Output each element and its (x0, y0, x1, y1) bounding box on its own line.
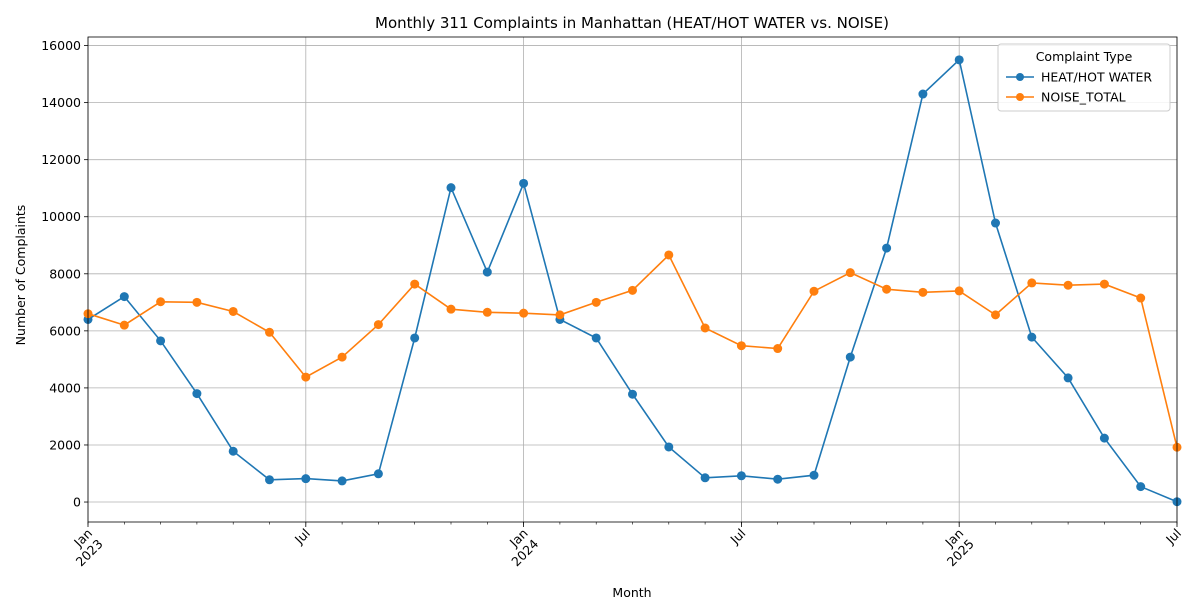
x-tick-month: Jul (1162, 526, 1184, 548)
data-point (410, 333, 420, 343)
data-point (991, 218, 1000, 228)
data-point (954, 286, 964, 296)
y-tick-label: 12000 (41, 152, 81, 167)
data-point (918, 89, 928, 99)
data-point (446, 183, 456, 193)
y-tick-label: 2000 (49, 437, 81, 452)
series-line (87, 253, 1178, 448)
data-point (809, 286, 819, 296)
data-point (1027, 332, 1037, 342)
x-tick-label: Jul (1162, 526, 1184, 548)
data-point (1099, 433, 1109, 443)
data-point (192, 389, 202, 399)
data-point (119, 292, 129, 302)
legend: Complaint Type HEAT/HOT WATER NOISE_TOTAL (997, 43, 1171, 112)
data-point (265, 327, 274, 337)
x-tick-label: Jul (727, 526, 749, 548)
x-tick-month: Jul (291, 526, 313, 548)
series-line (87, 58, 1178, 503)
legend-swatch-marker (1016, 93, 1024, 101)
data-point (1063, 373, 1073, 383)
legend-label: NOISE_TOTAL (1041, 90, 1126, 105)
data-point (482, 267, 492, 277)
x-tick-month: Jul (727, 526, 749, 548)
data-point (845, 268, 855, 278)
legend-swatch-marker (1016, 73, 1024, 81)
y-tick-label: 6000 (49, 323, 81, 338)
data-point (591, 297, 601, 307)
data-point (882, 284, 892, 294)
data-point (1063, 280, 1073, 290)
data-point (1136, 482, 1146, 492)
legend-label: HEAT/HOT WATER (1041, 70, 1152, 85)
data-point (918, 287, 928, 297)
data-point (228, 306, 238, 316)
chart-title: Monthly 311 Complaints in Manhattan (HEA… (375, 14, 889, 32)
data-point (373, 469, 383, 479)
x-tick-label: Jan2024 (498, 525, 542, 569)
legend-title: Complaint Type (1036, 49, 1133, 64)
data-point (591, 333, 601, 343)
data-point (1027, 278, 1037, 288)
data-point (664, 442, 674, 452)
axes: 0 2000 4000 6000 8000 10000 12000 14000 16000 Jan… (41, 36, 1184, 570)
data-point (773, 474, 783, 484)
data-point (156, 297, 166, 307)
data-point (736, 471, 746, 481)
y-tick-label: 10000 (41, 209, 81, 224)
x-axis-label: Month (612, 585, 651, 600)
x-tick-label: Jan2025 (933, 526, 977, 570)
data-point (555, 310, 565, 320)
data-point (228, 446, 238, 456)
legend-box (997, 43, 1171, 112)
data-point (845, 352, 855, 362)
y-tick-label: 14000 (41, 95, 81, 110)
grid-lines (87, 37, 1178, 522)
data-point (482, 307, 492, 317)
y-tick-label: 0 (73, 495, 81, 510)
data-point (628, 389, 637, 399)
data-point (119, 320, 129, 330)
data-point (446, 304, 456, 314)
data-point (519, 308, 529, 318)
y-tick-label: 16000 (41, 38, 81, 53)
y-tick-label: 8000 (49, 266, 81, 281)
data-point (410, 279, 420, 289)
data-point (337, 476, 347, 486)
data-point (1136, 293, 1146, 303)
data-point (700, 323, 710, 333)
data-point (519, 178, 529, 188)
series-layer (83, 55, 1182, 507)
x-tick-label: Jul (291, 526, 313, 548)
data-point (373, 320, 383, 330)
data-point (954, 55, 964, 65)
data-point (809, 470, 819, 480)
data-point (1099, 279, 1109, 289)
data-point (192, 297, 202, 307)
data-point (991, 310, 1000, 320)
data-point (664, 250, 674, 260)
series-noise-total (83, 250, 1182, 452)
x-tick-label: Jan2023 (62, 526, 106, 570)
data-point (265, 475, 274, 485)
series-heat-hot-water (83, 55, 1182, 507)
data-point (628, 285, 637, 295)
y-tick-label: 4000 (49, 380, 81, 395)
y-axis-label: Number of Complaints (13, 205, 28, 346)
data-point (301, 372, 311, 382)
data-point (773, 344, 783, 354)
data-point (736, 341, 746, 351)
plot-frame (87, 36, 1178, 523)
data-point (337, 352, 347, 362)
data-point (156, 336, 166, 346)
data-point (301, 474, 311, 484)
data-point (700, 473, 710, 483)
data-point (882, 243, 892, 253)
